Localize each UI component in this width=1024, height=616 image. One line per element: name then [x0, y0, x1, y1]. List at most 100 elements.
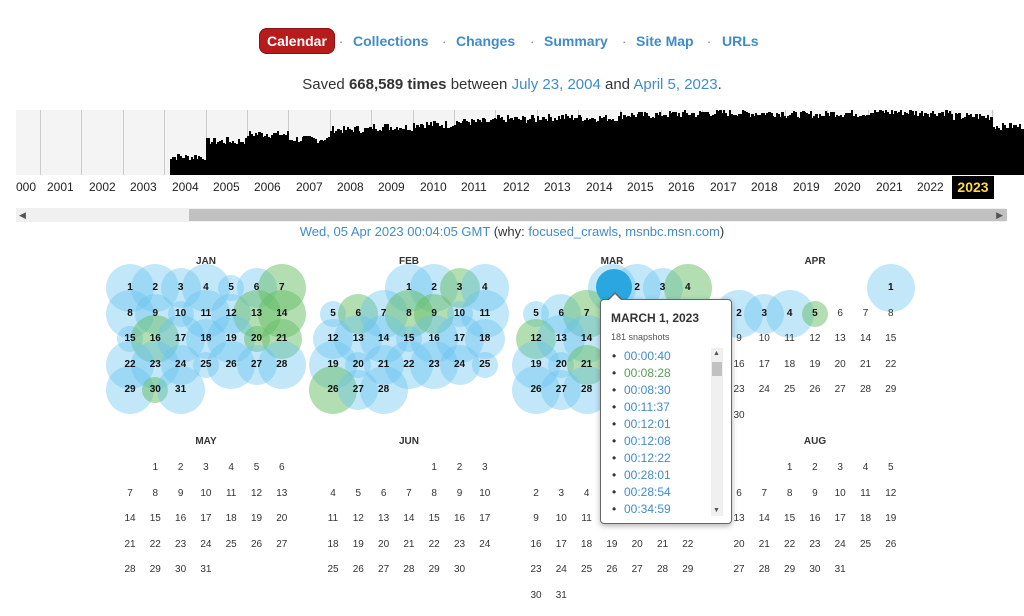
- snapshot-item[interactable]: • 00:28:54: [609, 484, 709, 501]
- calendar-day[interactable]: 29: [124, 384, 136, 395]
- calendar-day[interactable]: 3: [456, 282, 463, 293]
- calendar-day[interactable]: 2: [634, 282, 640, 293]
- calendar-day[interactable]: 27: [352, 384, 364, 395]
- last-capture-link[interactable]: April 5, 2023: [633, 76, 718, 93]
- year-column[interactable]: [40, 110, 81, 175]
- calendar-day[interactable]: 6: [558, 307, 565, 319]
- year-label-2022[interactable]: 2022: [917, 180, 944, 194]
- calendar-day[interactable]: 13: [555, 333, 567, 344]
- calendar-day[interactable]: 20: [250, 333, 263, 344]
- snapshot-item[interactable]: • 00:34:59: [609, 501, 709, 518]
- year-label-2010[interactable]: 2010: [420, 180, 447, 194]
- snapshot-time-link[interactable]: 00:12:22: [624, 451, 671, 465]
- calendar-day[interactable]: 24: [453, 358, 466, 370]
- year-label-2013[interactable]: 2013: [544, 180, 571, 194]
- snapshot-item[interactable]: • 00:12:22: [609, 450, 709, 467]
- calendar-day[interactable]: 19: [327, 358, 339, 370]
- calendar-day[interactable]: 5: [330, 307, 336, 319]
- calendar-day[interactable]: 11: [479, 307, 491, 319]
- calendar-day[interactable]: 5: [812, 307, 818, 319]
- capture-date-link[interactable]: Wed, 05 Apr 2023 00:04:05 GMT: [299, 224, 491, 239]
- year-label-2016[interactable]: 2016: [668, 180, 695, 194]
- year-label-2021[interactable]: 2021: [876, 180, 903, 194]
- calendar-day[interactable]: 6: [355, 307, 362, 319]
- year-label-000[interactable]: 000: [16, 180, 37, 194]
- calendar-day[interactable]: 15: [403, 333, 415, 344]
- calendar-day[interactable]: 7: [279, 282, 285, 293]
- year-column[interactable]: [81, 110, 122, 175]
- reason-focused-crawls[interactable]: focused_crawls: [528, 224, 618, 239]
- calendar-day[interactable]: 24: [175, 358, 187, 370]
- calendar-day[interactable]: 5: [533, 307, 539, 319]
- calendar-day[interactable]: 18: [200, 333, 212, 344]
- snapshot-item[interactable]: • 00:12:01: [609, 416, 709, 433]
- calendar-day[interactable]: 4: [203, 282, 209, 293]
- reason-msnbc[interactable]: msnbc.msn.com: [625, 224, 720, 239]
- calendar-day[interactable]: 7: [583, 307, 590, 319]
- calendar-day[interactable]: 20: [352, 358, 364, 370]
- year-column[interactable]: [122, 110, 164, 175]
- calendar-day[interactable]: 22: [124, 358, 136, 370]
- calendar-day[interactable]: 4: [786, 307, 793, 319]
- nav-urls[interactable]: URLs: [722, 33, 759, 49]
- snapshot-item[interactable]: • 00:08:28: [609, 365, 709, 382]
- timeline-scrollbar[interactable]: ◀ ▶: [16, 208, 1007, 222]
- year-label-2005[interactable]: 2005: [213, 180, 240, 194]
- calendar-day[interactable]: 26: [327, 384, 339, 395]
- year-label-2015[interactable]: 2015: [627, 180, 654, 194]
- arrow-up-icon[interactable]: ▲: [713, 350, 720, 357]
- scrollbar-thumb[interactable]: [189, 209, 1007, 221]
- calendar-day[interactable]: 7: [380, 307, 387, 319]
- calendar-day[interactable]: 2: [431, 282, 437, 293]
- nav-changes[interactable]: Changes: [456, 33, 516, 49]
- calendar-day[interactable]: 13: [250, 307, 263, 319]
- calendar-day[interactable]: 25: [479, 358, 491, 370]
- calendar-day[interactable]: 4: [482, 282, 488, 293]
- snapshot-time-link[interactable]: 00:11:37: [624, 400, 670, 414]
- calendar-day[interactable]: 27: [555, 384, 567, 395]
- calendar-day[interactable]: 12: [225, 307, 237, 319]
- calendar-day[interactable]: 11: [200, 307, 212, 319]
- calendar-day[interactable]: 31: [175, 384, 187, 395]
- calendar-day[interactable]: 15: [124, 333, 136, 344]
- arrow-left-icon[interactable]: ◀: [19, 210, 26, 220]
- calendar-day[interactable]: 28: [276, 358, 288, 370]
- snapshot-time-link[interactable]: 00:08:28: [624, 366, 671, 380]
- calendar-day[interactable]: 1: [127, 282, 133, 293]
- calendar-day[interactable]: 26: [225, 358, 237, 370]
- calendar-day[interactable]: 28: [378, 384, 390, 395]
- calendar-day[interactable]: 18: [479, 333, 491, 344]
- snapshot-time-link[interactable]: 00:34:59: [624, 502, 671, 516]
- calendar-day[interactable]: 1: [406, 282, 412, 293]
- snapshot-time-link[interactable]: 00:12:08: [624, 434, 671, 448]
- calendar-day[interactable]: 17: [175, 333, 187, 344]
- year-label-2001[interactable]: 2001: [47, 180, 74, 194]
- year-label-2017[interactable]: 2017: [710, 180, 737, 194]
- calendar-day[interactable]: 3: [177, 282, 184, 293]
- popup-scrollbar[interactable]: ▲ ▼: [711, 348, 723, 516]
- calendar-day[interactable]: 3: [761, 307, 768, 319]
- year-label-2003[interactable]: 2003: [130, 180, 157, 194]
- year-label-2009[interactable]: 2009: [378, 180, 405, 194]
- nav-collections[interactable]: Collections: [353, 33, 429, 49]
- calendar-day[interactable]: 19: [225, 333, 237, 344]
- calendar-day[interactable]: 14: [276, 307, 288, 319]
- calendar-day[interactable]: 14: [378, 333, 390, 344]
- nav-calendar[interactable]: Calendar: [259, 28, 335, 54]
- snapshot-item[interactable]: • 00:28:01: [609, 467, 709, 484]
- snapshot-time-link[interactable]: 00:28:01: [624, 468, 671, 482]
- year-label-2004[interactable]: 2004: [172, 180, 199, 194]
- year-label-2011[interactable]: 2011: [461, 180, 487, 194]
- calendar-day[interactable]: 9: [431, 307, 437, 319]
- calendar-day[interactable]: 30: [149, 384, 161, 395]
- calendar-day[interactable]: 2: [152, 282, 159, 293]
- snapshot-time-link[interactable]: 00:12:01: [624, 417, 671, 431]
- year-label-2008[interactable]: 2008: [337, 180, 364, 194]
- year-label-2014[interactable]: 2014: [586, 180, 613, 194]
- calendar-day[interactable]: 21: [581, 358, 593, 370]
- calendar-day[interactable]: 12: [530, 333, 542, 344]
- year-label-2020[interactable]: 2020: [834, 180, 861, 194]
- snapshot-item[interactable]: • 00:11:37: [609, 399, 709, 416]
- snapshot-time-link[interactable]: 00:28:54: [624, 485, 671, 499]
- year-label-2019[interactable]: 2019: [793, 180, 820, 194]
